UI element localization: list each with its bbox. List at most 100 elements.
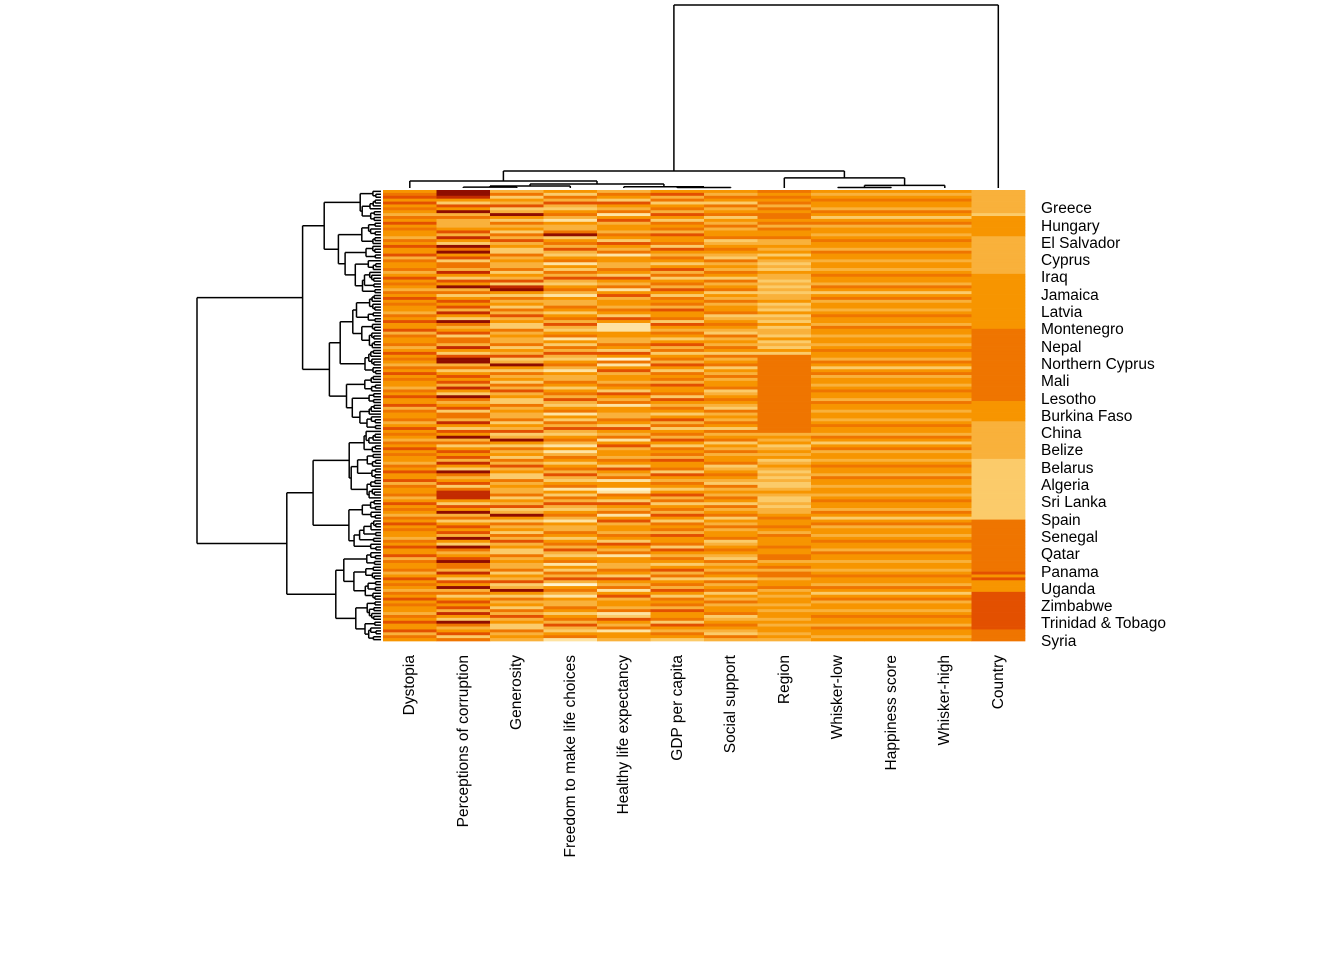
heatmap-cell <box>757 510 812 515</box>
heatmap-cell <box>383 545 437 549</box>
heatmap-cell <box>918 363 972 367</box>
heatmap-cell <box>811 424 865 428</box>
heatmap-cell <box>864 369 919 373</box>
heatmap-cell <box>971 522 1026 526</box>
heatmap-cell <box>757 270 812 275</box>
heatmap-cell <box>436 513 491 518</box>
heatmap-cell <box>704 432 758 437</box>
heatmap-cell <box>757 288 812 292</box>
heatmap-cell <box>971 294 1026 298</box>
heatmap-cell <box>918 346 972 350</box>
heatmap-cell <box>383 432 437 437</box>
heatmap-cell <box>597 210 651 214</box>
heatmap-cell <box>757 493 812 497</box>
heatmap-cell <box>757 308 812 312</box>
heatmap-cell <box>543 505 598 509</box>
heatmap-cell <box>918 190 972 194</box>
heatmap-cell <box>918 516 972 520</box>
heatmap-cell <box>597 372 651 376</box>
heatmap-cell <box>597 525 651 529</box>
heatmap-cell <box>811 461 865 465</box>
heatmap-cell <box>383 493 437 497</box>
heatmap-cell <box>543 351 598 356</box>
heatmap-cell <box>971 401 1026 405</box>
heatmap-cell <box>811 201 865 205</box>
heatmap-cell <box>597 299 651 304</box>
heatmap-cell <box>543 401 598 405</box>
heatmap-cell <box>704 557 758 561</box>
row-label: Lesotho <box>1041 390 1097 408</box>
heatmap-cell <box>436 349 491 353</box>
heatmap-cell <box>597 383 651 387</box>
heatmap-cell <box>597 403 651 408</box>
heatmap-cell <box>811 429 865 434</box>
heatmap-cell <box>704 415 758 419</box>
heatmap-cell <box>757 453 812 457</box>
heatmap-cell <box>383 262 437 266</box>
heatmap-cell <box>650 554 705 558</box>
heatmap-cell <box>436 522 491 526</box>
heatmap-cell <box>811 574 865 578</box>
heatmap-cell <box>650 360 705 364</box>
heatmap-cell <box>383 276 437 280</box>
row-labels: Greece Hungary El Salvador Cyprus Iraq Jamaic… <box>1041 0 1341 960</box>
heatmap-cell <box>383 302 437 306</box>
heatmap-cell <box>971 525 1026 529</box>
heatmap-cell <box>543 259 598 263</box>
heatmap-cell <box>650 218 705 223</box>
heatmap-cell <box>597 461 651 465</box>
heatmap-cell <box>490 588 544 593</box>
heatmap-cell <box>864 632 919 636</box>
heatmap-cell <box>971 299 1026 304</box>
heatmap-cell <box>436 432 491 437</box>
heatmap-cell <box>918 354 972 359</box>
heatmap-cell <box>757 236 812 240</box>
heatmap-cell <box>543 591 598 596</box>
heatmap-cell <box>597 502 651 506</box>
heatmap-cell <box>757 247 812 252</box>
heatmap-cell <box>918 380 972 385</box>
heatmap-cell <box>757 516 812 520</box>
heatmap-cell <box>918 227 972 231</box>
heatmap-cell <box>490 244 544 249</box>
heatmap-cell <box>971 331 1026 335</box>
heatmap-cell <box>436 322 491 327</box>
heatmap-cell <box>597 565 651 570</box>
heatmap-cell <box>971 560 1026 564</box>
row-label: Nepal <box>1041 338 1082 356</box>
heatmap-cell <box>650 256 705 260</box>
heatmap-cell <box>383 450 437 454</box>
heatmap-cell <box>811 299 865 304</box>
heatmap-cell <box>543 192 598 197</box>
heatmap-cell <box>811 626 865 630</box>
heatmap-cell <box>864 519 919 523</box>
heatmap-cell <box>704 444 758 448</box>
heatmap-cell <box>650 418 705 422</box>
heatmap-cell <box>383 427 437 431</box>
heatmap-cell <box>650 190 705 194</box>
heatmap-cell <box>971 626 1026 630</box>
heatmap-cell <box>864 473 919 477</box>
heatmap-cell <box>436 429 491 434</box>
heatmap-cell <box>650 343 705 347</box>
heatmap-cell <box>650 467 705 471</box>
heatmap-cell <box>704 623 758 627</box>
heatmap-cell <box>543 562 598 567</box>
heatmap-cell <box>864 195 919 200</box>
heatmap-cell <box>811 490 865 494</box>
heatmap-cell <box>490 268 544 272</box>
heatmap-cell <box>864 276 919 280</box>
heatmap-cell <box>704 603 758 607</box>
heatmap-cell <box>918 285 972 289</box>
heatmap-cell <box>811 571 865 575</box>
heatmap-cell <box>757 218 812 223</box>
heatmap-cell <box>971 473 1026 477</box>
heatmap-cell <box>757 224 812 228</box>
heatmap-cell <box>704 242 758 246</box>
heatmap-cell <box>704 201 758 205</box>
heatmap-cell <box>918 528 972 532</box>
heatmap-cell <box>490 273 544 278</box>
heatmap-cell <box>436 418 491 422</box>
heatmap-cell <box>757 424 812 428</box>
heatmap-cell <box>543 531 598 535</box>
